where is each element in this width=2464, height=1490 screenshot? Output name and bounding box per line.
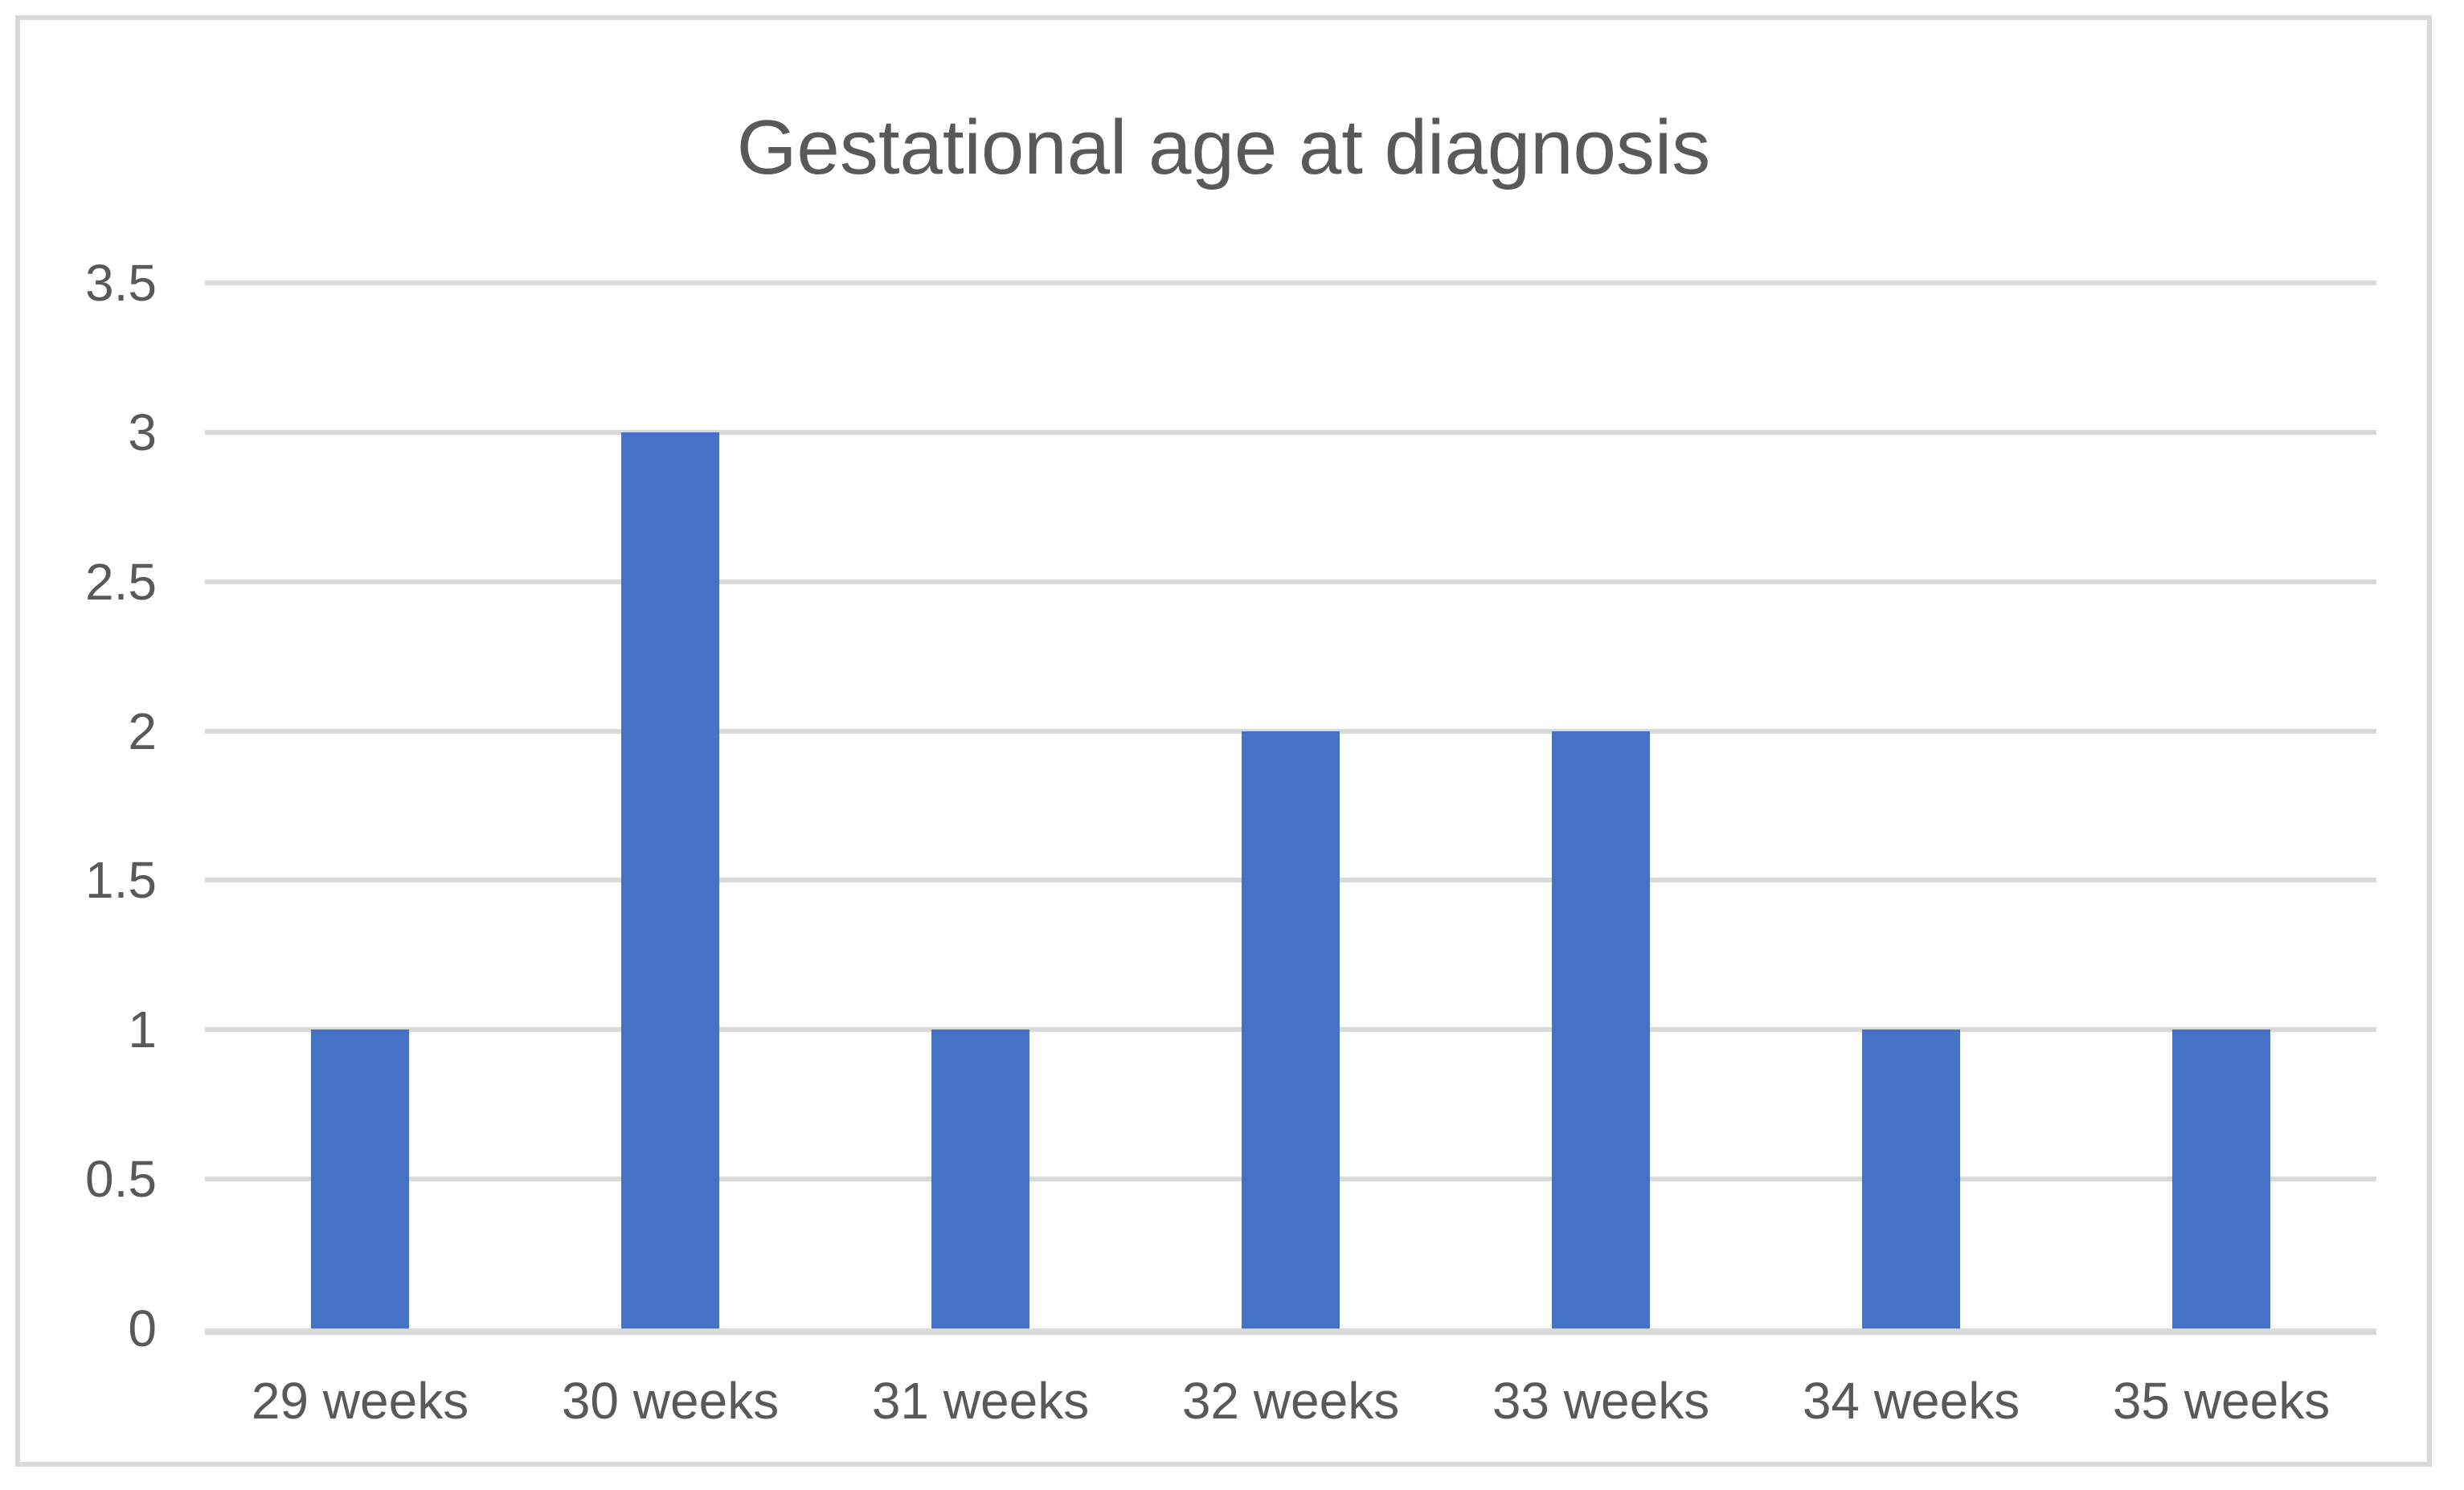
bar bbox=[931, 1029, 1029, 1328]
bar bbox=[311, 1029, 409, 1328]
x-axis-category-label: 35 weeks bbox=[2112, 1372, 2331, 1430]
x-axis-category-label: 32 weeks bbox=[1181, 1372, 1400, 1430]
bar-slot bbox=[825, 283, 1136, 1328]
bar-slot bbox=[1446, 283, 1756, 1328]
bar bbox=[1552, 731, 1650, 1328]
bar bbox=[621, 432, 719, 1328]
x-axis-category-label: 34 weeks bbox=[1802, 1372, 2020, 1430]
y-axis-labels: 0 0.5 1 1.5 2 2.5 3 3.5 bbox=[20, 20, 157, 1462]
gridline bbox=[205, 429, 2376, 435]
bar bbox=[1242, 731, 1340, 1328]
y-axis-tick-label: 2.5 bbox=[85, 552, 157, 611]
x-axis-category-label: 29 weeks bbox=[251, 1372, 469, 1430]
x-axis-line bbox=[205, 1328, 2376, 1335]
bar-slot bbox=[2066, 283, 2376, 1328]
bar-slot bbox=[1756, 283, 2066, 1328]
x-axis-category-label: 31 weeks bbox=[871, 1372, 1090, 1430]
y-axis-tick-label: 3 bbox=[128, 403, 157, 461]
bar-slot bbox=[515, 283, 825, 1328]
bar-slot bbox=[1136, 283, 1446, 1328]
gridline bbox=[205, 728, 2376, 734]
y-axis-tick-label: 3.5 bbox=[85, 254, 157, 312]
x-axis-labels: 29 weeks 30 weeks 31 weeks 32 weeks 33 weeks… bbox=[205, 1372, 2376, 1431]
bar bbox=[2172, 1029, 2270, 1328]
x-axis-category-label: 33 weeks bbox=[1492, 1372, 1710, 1430]
y-axis-tick-label: 0 bbox=[128, 1300, 157, 1357]
plot-area bbox=[205, 280, 2376, 1335]
y-axis-tick-label: 1.5 bbox=[85, 851, 157, 910]
y-axis-tick-label: 0.5 bbox=[85, 1150, 157, 1209]
bar-slot bbox=[205, 283, 515, 1328]
bar bbox=[1862, 1029, 1960, 1328]
gridline bbox=[205, 579, 2376, 584]
y-axis-tick-label: 2 bbox=[128, 702, 157, 760]
y-axis-tick-label: 1 bbox=[128, 1001, 157, 1059]
x-axis-category-label: 30 weeks bbox=[561, 1372, 780, 1430]
chart-title: Gestational age at diagnosis bbox=[736, 104, 1711, 190]
bars-container bbox=[205, 283, 2376, 1328]
gridline bbox=[205, 280, 2376, 285]
chart-frame: Gestational age at diagnosis 0 0.5 1 1.5 2 2.… bbox=[15, 15, 2432, 1467]
